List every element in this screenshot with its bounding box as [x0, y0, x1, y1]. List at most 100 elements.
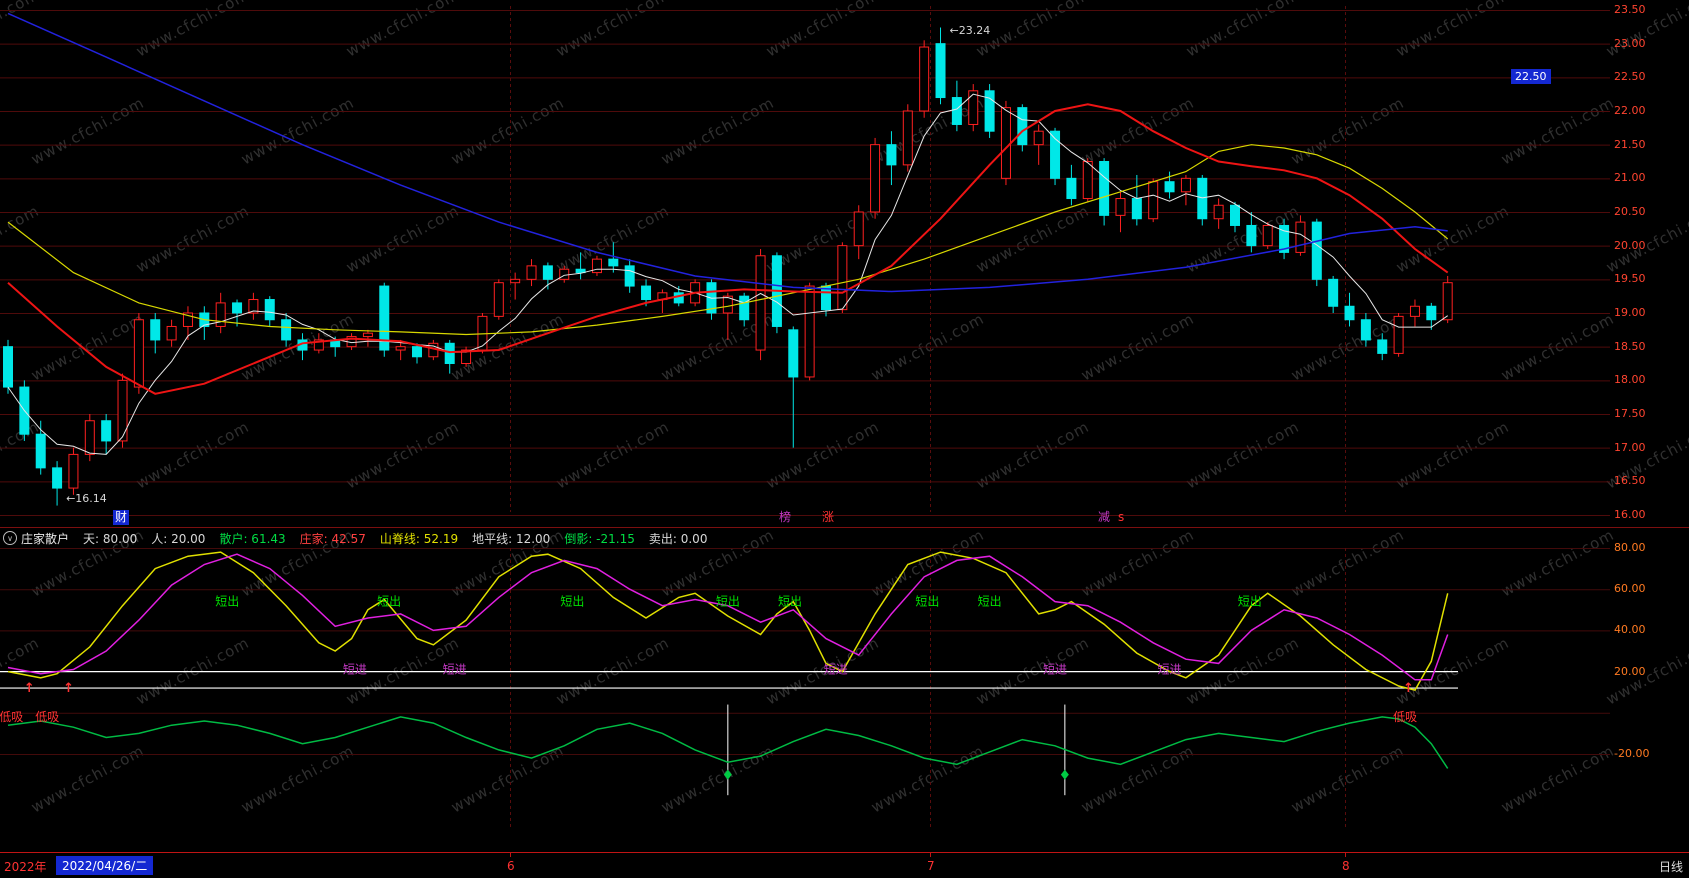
candle[interactable]: [902, 110, 913, 166]
event-marker[interactable]: s: [1118, 510, 1125, 524]
kline-chart-panel[interactable]: ←23.24 ←16.14 23.50 23.00 22.50 22.00 21.50 21…: [0, 0, 1689, 527]
indicator-collapse-icon[interactable]: ∨: [3, 531, 17, 545]
candle[interactable]: [379, 285, 390, 351]
candle[interactable]: [1360, 319, 1371, 341]
candle[interactable]: [526, 265, 537, 280]
散户-yellow: [7, 551, 1449, 691]
candle[interactable]: [641, 285, 652, 301]
candle[interactable]: [542, 265, 553, 280]
candle[interactable]: [1000, 107, 1011, 179]
candle[interactable]: [395, 346, 406, 351]
price-axis-label: 18.00: [1614, 373, 1646, 387]
candle[interactable]: [886, 144, 897, 166]
candle[interactable]: [84, 420, 95, 455]
candle[interactable]: [1017, 107, 1028, 146]
candle[interactable]: [133, 319, 144, 388]
candle[interactable]: [739, 295, 750, 321]
candle[interactable]: [166, 325, 177, 341]
candle[interactable]: [52, 467, 63, 489]
candle[interactable]: [575, 268, 586, 274]
candle[interactable]: [804, 285, 815, 378]
candle[interactable]: [412, 346, 422, 358]
candle[interactable]: [493, 282, 504, 317]
candle[interactable]: [117, 379, 128, 442]
candle[interactable]: [788, 329, 799, 378]
indicator-field-地平线: 地平线: 12.00: [472, 531, 551, 546]
candle[interactable]: [935, 43, 946, 99]
candle[interactable]: [951, 97, 962, 125]
candle[interactable]: [722, 295, 733, 314]
candle[interactable]: [1115, 198, 1126, 216]
candle[interactable]: [248, 299, 259, 314]
candle[interactable]: [1262, 224, 1273, 247]
candle[interactable]: [215, 302, 226, 327]
short-exit-label: 短出: [215, 595, 239, 609]
candle[interactable]: [1295, 221, 1306, 253]
candle[interactable]: [1409, 305, 1420, 317]
ma-red: [7, 103, 1449, 395]
price-axis-label: 19.00: [1614, 306, 1646, 319]
candle[interactable]: [608, 258, 619, 267]
candle[interactable]: [1033, 130, 1044, 146]
candle[interactable]: [1180, 177, 1191, 193]
indicator-axis-label: -20.00: [1614, 747, 1650, 760]
candle[interactable]: [1426, 305, 1437, 321]
candle[interactable]: [968, 90, 979, 125]
candle[interactable]: [444, 342, 455, 364]
candle[interactable]: [1197, 177, 1208, 220]
price-axis-label: 16.50: [1614, 474, 1646, 488]
candle[interactable]: [362, 332, 373, 338]
candle[interactable]: [984, 90, 995, 132]
candle[interactable]: [182, 312, 193, 327]
candle[interactable]: [68, 453, 79, 489]
candle[interactable]: [313, 339, 324, 351]
candle[interactable]: [1066, 177, 1077, 200]
candle[interactable]: [1050, 130, 1061, 179]
candle[interactable]: [1328, 278, 1339, 307]
candle[interactable]: [853, 211, 864, 247]
candle[interactable]: [232, 302, 243, 314]
candle[interactable]: [1279, 224, 1290, 253]
kline-svg[interactable]: ←23.24 ←16.14: [0, 0, 1689, 527]
candle[interactable]: [101, 420, 112, 442]
event-marker[interactable]: 减: [1098, 510, 1111, 524]
庄家-magenta: [7, 553, 1449, 681]
candle[interactable]: [624, 265, 635, 287]
candle[interactable]: [1082, 161, 1093, 200]
candle[interactable]: [150, 319, 161, 341]
event-marker[interactable]: 财: [113, 510, 130, 525]
candle[interactable]: [1131, 198, 1142, 220]
candle[interactable]: [1344, 305, 1355, 321]
candle[interactable]: [1246, 224, 1257, 247]
event-marker[interactable]: 榜: [779, 510, 792, 524]
candle[interactable]: [461, 349, 472, 364]
event-marker[interactable]: 涨: [822, 510, 835, 524]
candle[interactable]: [673, 292, 684, 304]
candle[interactable]: [1442, 282, 1453, 321]
candle[interactable]: [1099, 161, 1110, 216]
candle[interactable]: [591, 258, 602, 274]
candle[interactable]: [35, 433, 46, 469]
candle[interactable]: [1311, 221, 1322, 280]
candle[interactable]: [1377, 339, 1388, 354]
candle[interactable]: [1148, 181, 1159, 220]
candle[interactable]: [755, 255, 766, 351]
candle[interactable]: [1164, 181, 1175, 193]
indicator-panel[interactable]: ∨ 庄家散户 天: 80.00 人: 20.00 散户: 61.43 庄家: 42.5…: [0, 527, 1689, 853]
candle[interactable]: [1213, 204, 1224, 220]
oscillator-lines-layer: [7, 551, 1449, 769]
indicator-title: 庄家散户: [21, 531, 70, 546]
candle[interactable]: [264, 299, 275, 321]
indicator-field-散户: 散户: 61.43: [219, 531, 286, 546]
candle[interactable]: [1230, 204, 1240, 226]
candle[interactable]: [870, 144, 881, 213]
candle[interactable]: [3, 346, 13, 388]
candle[interactable]: [281, 319, 292, 341]
candle[interactable]: [919, 46, 930, 112]
candle[interactable]: [1393, 315, 1404, 354]
candle[interactable]: [510, 278, 521, 284]
candle[interactable]: [559, 268, 570, 280]
candle[interactable]: [837, 245, 848, 311]
period-selector[interactable]: 日线: [1658, 860, 1683, 874]
